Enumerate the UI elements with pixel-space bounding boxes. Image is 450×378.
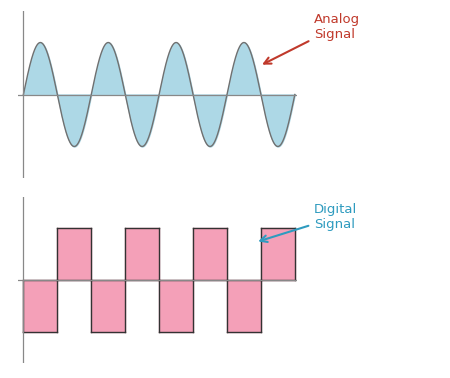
Text: Analog
Signal: Analog Signal	[264, 13, 360, 64]
Text: Digital
Signal: Digital Signal	[261, 203, 357, 242]
